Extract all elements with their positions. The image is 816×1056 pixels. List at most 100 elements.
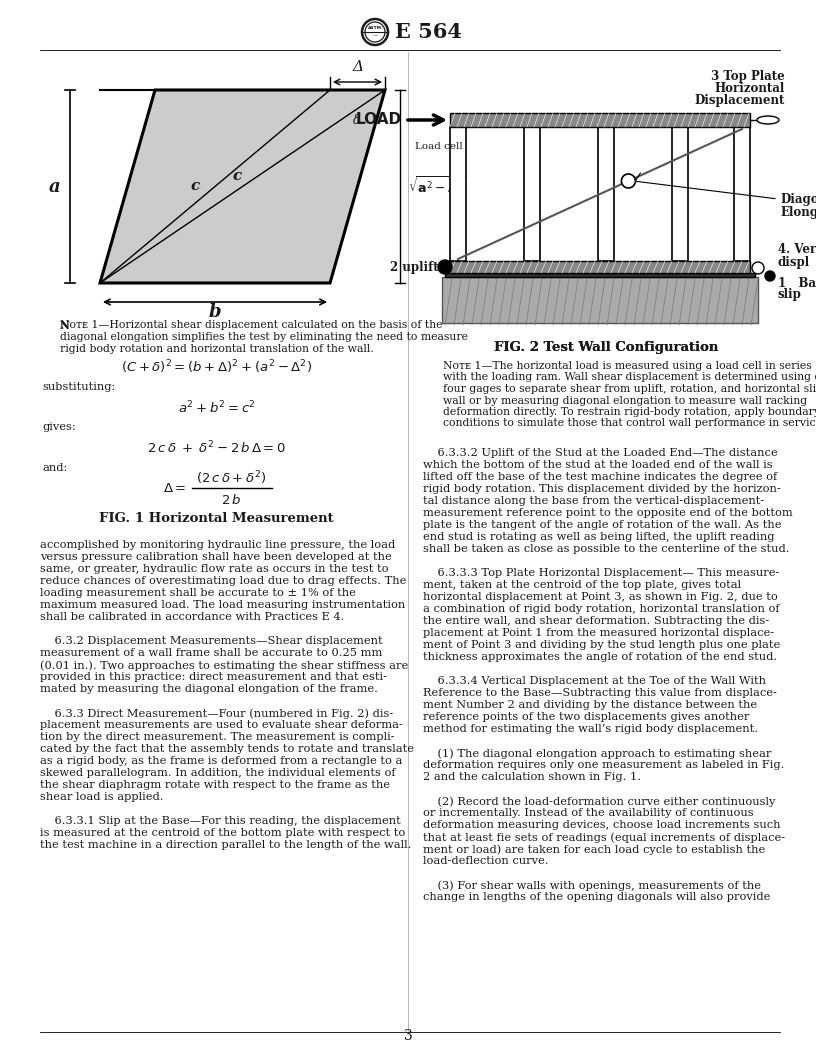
Text: (3) For shear walls with openings, measurements of the: (3) For shear walls with openings, measu… (423, 880, 761, 890)
Text: cated by the fact that the assembly tends to rotate and translate: cated by the fact that the assembly tend… (40, 744, 414, 754)
Text: or incrementally. Instead of the availability of continuous: or incrementally. Instead of the availab… (423, 808, 754, 818)
Text: deformation directly. To restrain rigid-body rotation, apply boundary: deformation directly. To restrain rigid-… (443, 407, 816, 417)
Text: 3 Top Plate: 3 Top Plate (712, 70, 785, 83)
Text: deformation measuring devices, choose load increments such: deformation measuring devices, choose lo… (423, 821, 780, 830)
Text: Elongation: Elongation (780, 206, 816, 219)
Text: 6.3.3.1 Slip at the Base—For this reading, the displacement: 6.3.3.1 Slip at the Base—For this readin… (40, 816, 401, 826)
Text: that at least fie sets of readings (equal increments of displace-: that at least fie sets of readings (equa… (423, 832, 785, 843)
Text: (0.01 in.). Two approaches to estimating the shear stiffness are: (0.01 in.). Two approaches to estimating… (40, 660, 408, 671)
Text: versus pressure calibration shall have been developed at the: versus pressure calibration shall have b… (40, 552, 392, 562)
Text: Nᴏᴛᴇ 1—Horizontal shear displacement calculated on the basis of the: Nᴏᴛᴇ 1—Horizontal shear displacement cal… (60, 320, 442, 329)
Text: slip: slip (778, 288, 802, 301)
Text: $2\,c\,\delta\;+\;\delta^2 - 2\,b\,\Delta = 0$: $2\,c\,\delta\;+\;\delta^2 - 2\,b\,\Delt… (147, 440, 286, 456)
Text: diagonal elongation simplifies the test by eliminating the need to measure: diagonal elongation simplifies the test … (60, 332, 468, 342)
Text: shear load is applied.: shear load is applied. (40, 792, 163, 802)
Text: method for estimating the wall’s rigid body displacement.: method for estimating the wall’s rigid b… (423, 724, 758, 734)
Text: mated by measuring the diagonal elongation of the frame.: mated by measuring the diagonal elongati… (40, 684, 378, 694)
Text: ASTM: ASTM (368, 26, 382, 30)
Text: $(2\,c\,\delta + \delta^2)$: $(2\,c\,\delta + \delta^2)$ (196, 469, 267, 487)
Bar (672, 127, 688, 261)
Text: shall be taken as close as possible to the centerline of the stud.: shall be taken as close as possible to t… (423, 544, 790, 554)
Text: LOAD: LOAD (356, 113, 402, 128)
Text: a: a (49, 177, 61, 195)
Text: same, or greater, hydraulic flow rate as occurs in the test to: same, or greater, hydraulic flow rate as… (40, 564, 388, 574)
Text: and:: and: (42, 463, 67, 473)
Text: 6.3.3.3 Top Plate Horizontal Displacement— This measure-: 6.3.3.3 Top Plate Horizontal Displacemen… (423, 568, 779, 578)
Text: 2 and the calculation shown in Fig. 1.: 2 and the calculation shown in Fig. 1. (423, 772, 641, 782)
Text: placement at Point 1 from the measured horizontal displace-: placement at Point 1 from the measured h… (423, 628, 774, 638)
Text: as a rigid body, as the frame is deformed from a rectangle to a: as a rigid body, as the frame is deforme… (40, 756, 402, 766)
Text: FIG. 2 Test Wall Configuration: FIG. 2 Test Wall Configuration (494, 341, 719, 354)
Text: 2 uplift: 2 uplift (390, 261, 439, 274)
Text: δ: δ (353, 113, 361, 127)
Text: $a^2 + b^2 = c^2$: $a^2 + b^2 = c^2$ (178, 400, 255, 417)
Text: Displacement: Displacement (694, 94, 785, 107)
Bar (442, 277, 758, 323)
Text: displ: displ (778, 256, 810, 269)
Text: loading measurement shall be accurate to ± 1% of the: loading measurement shall be accurate to… (40, 588, 356, 598)
Text: ment Number 2 and dividing by the distance between the: ment Number 2 and dividing by the distan… (423, 700, 757, 710)
Text: reduce chances of overestimating load due to drag effects. The: reduce chances of overestimating load du… (40, 576, 406, 586)
Text: four gages to separate shear from uplift, rotation, and horizontal slip of the: four gages to separate shear from uplift… (443, 384, 816, 394)
Text: 1   Base: 1 Base (778, 277, 816, 290)
Text: Diagonal: Diagonal (780, 193, 816, 206)
Polygon shape (100, 90, 385, 283)
Circle shape (438, 260, 452, 274)
Text: $2\,b$: $2\,b$ (221, 493, 242, 507)
Text: 4. Vert: 4. Vert (778, 243, 816, 256)
Text: 6.3.3 Direct Measurement—Four (numbered in Fig. 2) dis-: 6.3.3 Direct Measurement—Four (numbered … (40, 708, 393, 718)
Text: rigid body rotation and horizontal translation of the wall.: rigid body rotation and horizontal trans… (60, 344, 374, 354)
Text: Nᴏᴛᴇ 1—The horizontal load is measured using a load cell in series: Nᴏᴛᴇ 1—The horizontal load is measured u… (443, 361, 812, 371)
Text: c: c (190, 180, 200, 193)
Text: FIG. 2 Test Wall Configuration: FIG. 2 Test Wall Configuration (494, 341, 719, 354)
Text: horizontal displacement at Point 3, as shown in Fig. 2, due to: horizontal displacement at Point 3, as s… (423, 592, 778, 602)
Text: 6.3.3.4 Vertical Displacement at the Toe of the Wall With: 6.3.3.4 Vertical Displacement at the Toe… (423, 676, 766, 686)
Text: tion by the direct measurement. The measurement is compli-: tion by the direct measurement. The meas… (40, 732, 395, 742)
Text: conditions to simulate those that control wall performance in service.: conditions to simulate those that contro… (443, 418, 816, 429)
Circle shape (752, 262, 764, 274)
Ellipse shape (757, 116, 779, 124)
Text: thickness approximates the angle of rotation of the end stud.: thickness approximates the angle of rota… (423, 652, 777, 662)
Text: $(C + \delta)^2 = (b + \Delta)^2 + (a^2 - \Delta^2)$: $(C + \delta)^2 = (b + \Delta)^2 + (a^2 … (121, 358, 312, 376)
Bar (450, 127, 466, 261)
Text: a combination of rigid body rotation, horizontal translation of: a combination of rigid body rotation, ho… (423, 604, 779, 614)
Bar (598, 127, 614, 261)
Text: 3: 3 (404, 1029, 412, 1043)
Text: b: b (209, 303, 221, 321)
Bar (524, 127, 540, 261)
Text: gives:: gives: (42, 422, 76, 432)
Text: shall be calibrated in accordance with Practices E 4.: shall be calibrated in accordance with P… (40, 612, 344, 622)
Text: is measured at the centroid of the bottom plate with respect to: is measured at the centroid of the botto… (40, 828, 406, 838)
Bar (734, 127, 750, 261)
Text: rigid body rotation. This displacement divided by the horizon-: rigid body rotation. This displacement d… (423, 484, 781, 494)
Text: Horizontal: Horizontal (715, 82, 785, 95)
Bar (445, 274, 755, 277)
Text: ment, taken at the centroid of the top plate, gives total: ment, taken at the centroid of the top p… (423, 580, 741, 590)
Text: placement measurements are used to evaluate shear deforma-: placement measurements are used to evalu… (40, 720, 403, 730)
Bar (450, 261, 750, 274)
Text: plate is the tangent of the angle of rotation of the wall. As the: plate is the tangent of the angle of rot… (423, 520, 782, 530)
Text: (1) The diagonal elongation approach to estimating shear: (1) The diagonal elongation approach to … (423, 748, 771, 758)
Text: change in lengths of the opening diagonals will also provide: change in lengths of the opening diagona… (423, 892, 770, 902)
Text: Reference to the Base—Subtracting this value from displace-: Reference to the Base—Subtracting this v… (423, 689, 777, 698)
Text: the entire wall, and shear deformation. Subtracting the dis-: the entire wall, and shear deformation. … (423, 616, 769, 626)
Text: c: c (233, 170, 242, 184)
Text: deformation requires only one measurement as labeled in Fig.: deformation requires only one measuremen… (423, 760, 784, 770)
Text: wall or by measuring diagonal elongation to measure wall racking: wall or by measuring diagonal elongation… (443, 396, 807, 406)
Text: measurement reference point to the opposite end of the bottom: measurement reference point to the oppos… (423, 508, 793, 518)
Text: $\sqrt{\mathbf{a}^2 - \mathbf{\Delta}^2}$: $\sqrt{\mathbf{a}^2 - \mathbf{\Delta}^2}… (408, 176, 467, 197)
Text: (2) Record the load-deformation curve either continuously: (2) Record the load-deformation curve ei… (423, 796, 775, 807)
Text: end stud is rotating as well as being lifted, the uplift reading: end stud is rotating as well as being li… (423, 532, 774, 542)
Text: the shear diaphragm rotate with respect to the frame as the: the shear diaphragm rotate with respect … (40, 780, 390, 790)
Text: FIG. 1 Horizontal Measurement: FIG. 1 Horizontal Measurement (100, 512, 334, 525)
Text: skewed parallelogram. In addition, the individual elements of: skewed parallelogram. In addition, the i… (40, 768, 396, 778)
Text: ment of Point 3 and dividing by the stud length plus one plate: ment of Point 3 and dividing by the stud… (423, 640, 780, 650)
Text: tal distance along the base from the vertical-displacement-: tal distance along the base from the ver… (423, 496, 765, 506)
Text: ment or load) are taken for each load cycle to establish the: ment or load) are taken for each load cy… (423, 844, 765, 854)
Text: which the bottom of the stud at the loaded end of the wall is: which the bottom of the stud at the load… (423, 460, 773, 470)
Text: 6.3.2 Displacement Measurements—Shear displacement: 6.3.2 Displacement Measurements—Shear di… (40, 636, 383, 646)
Text: reference points of the two displacements gives another: reference points of the two displacement… (423, 712, 749, 722)
Text: provided in this practice: direct measurement and that esti-: provided in this practice: direct measur… (40, 672, 387, 682)
Text: 6.3.3.2 Uplift of the Stud at the Loaded End—The distance: 6.3.3.2 Uplift of the Stud at the Loaded… (423, 448, 778, 458)
Text: —: — (373, 34, 378, 38)
